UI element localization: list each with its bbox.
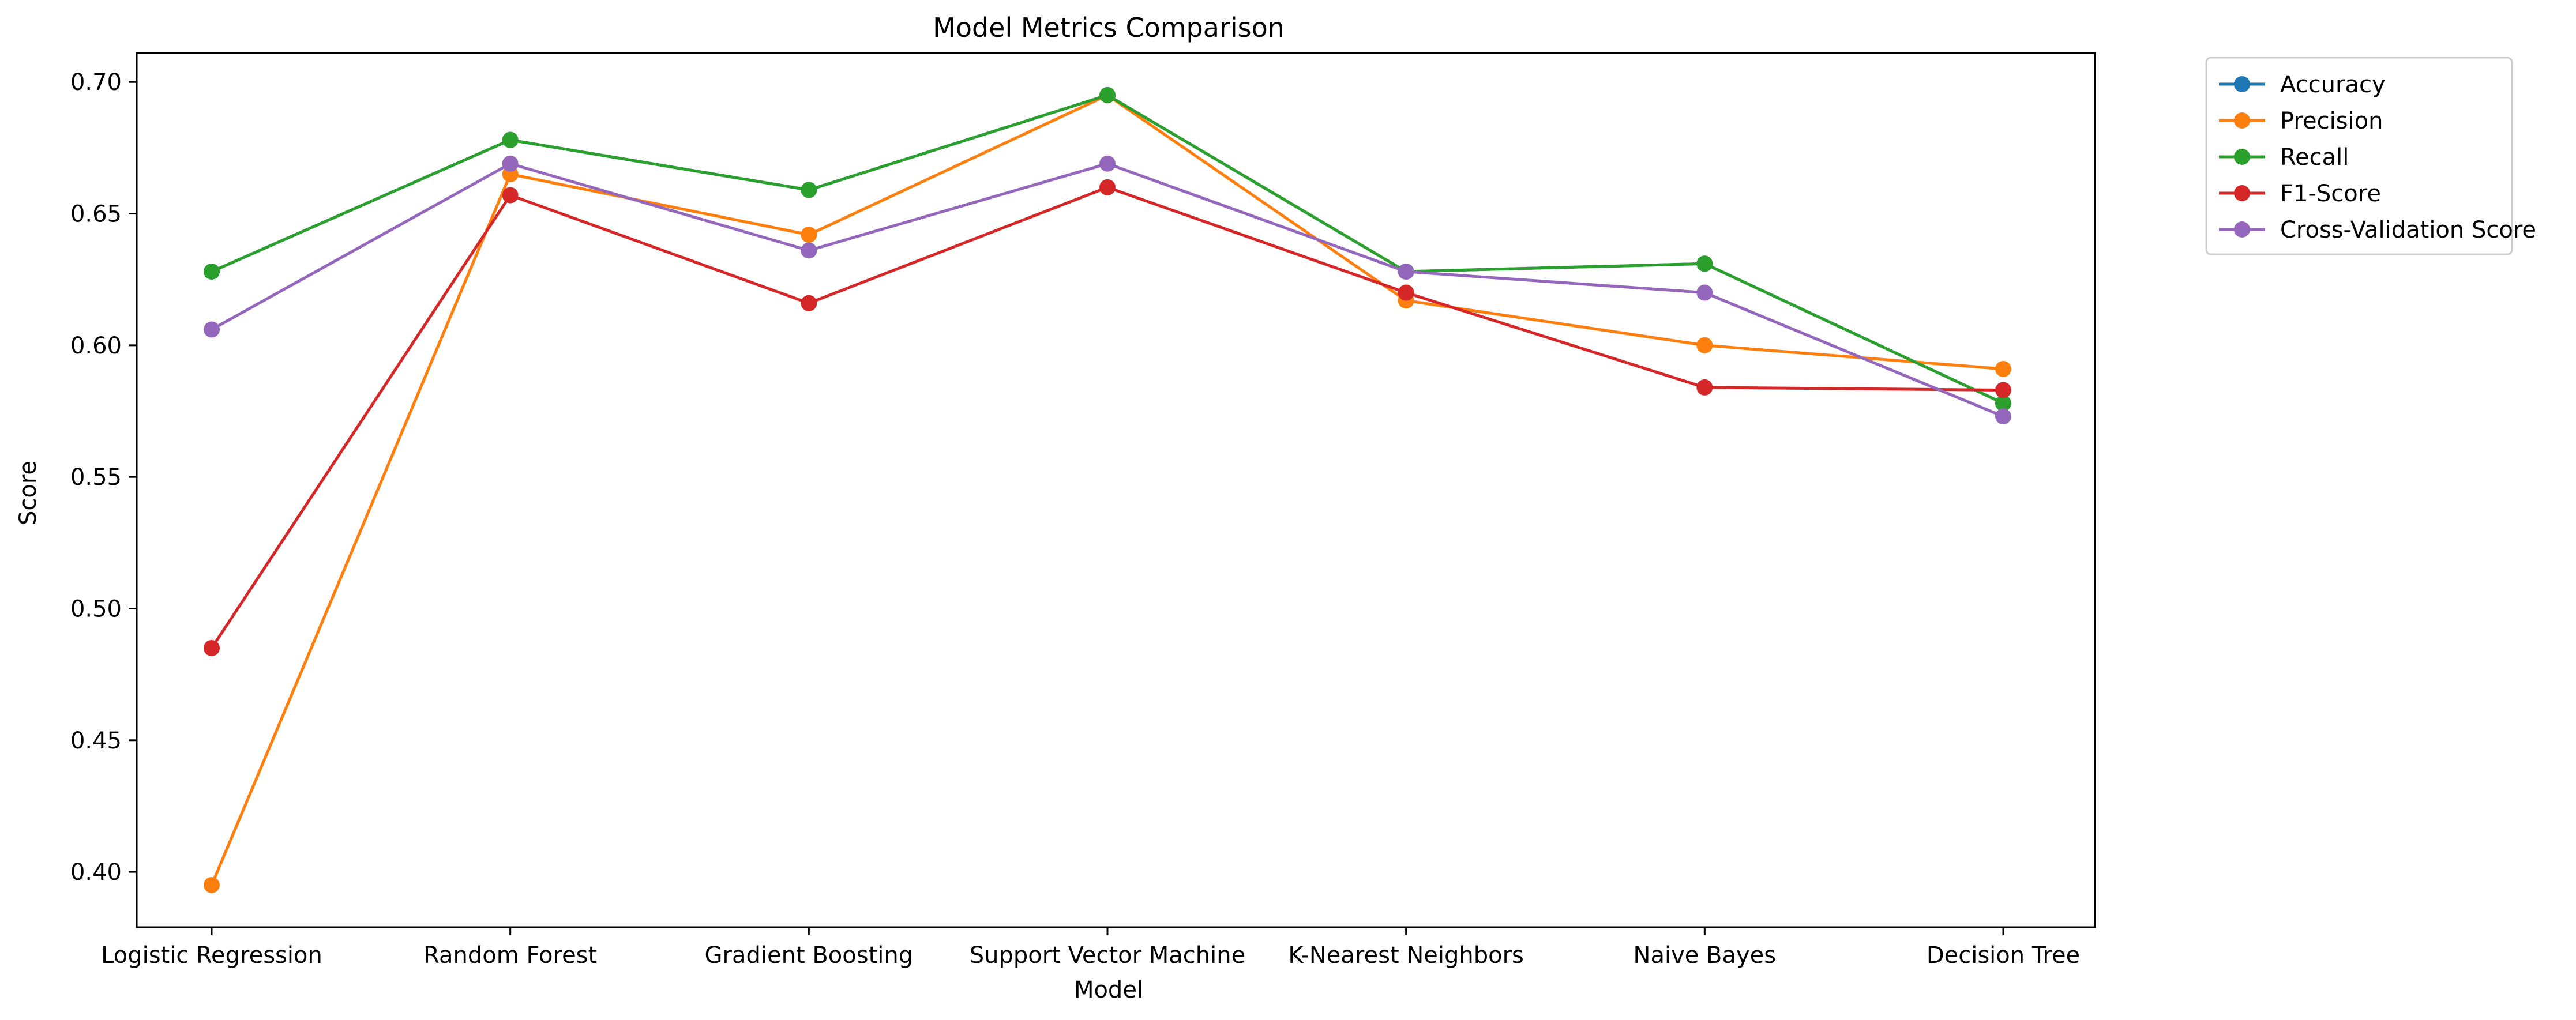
x-tick-label: Gradient Boosting: [705, 942, 914, 969]
data-point: [1099, 155, 1116, 172]
data-point: [1099, 87, 1116, 104]
x-tick-label: Decision Tree: [1927, 942, 2080, 969]
data-point: [204, 321, 220, 338]
x-tick-label: Logistic Regression: [101, 942, 322, 969]
x-tick-label: K-Nearest Neighbors: [1288, 942, 1523, 969]
y-axis-ticks: 0.40 0.45 0.50 0.55 0.60 0.65 0.70: [70, 69, 137, 886]
x-axis-label: Model: [1074, 977, 1143, 1003]
series-layer: [204, 87, 2011, 893]
data-point: [204, 264, 220, 280]
data-point: [1995, 360, 2011, 377]
data-point: [801, 242, 817, 259]
legend-marker: [2234, 76, 2250, 92]
y-tick-label: 0.50: [70, 596, 122, 622]
y-tick-label: 0.40: [70, 859, 122, 886]
data-point: [502, 155, 519, 172]
data-point: [502, 187, 519, 204]
legend-marker: [2234, 112, 2250, 129]
legend-marker: [2234, 185, 2250, 201]
legend-label: Accuracy: [2280, 71, 2386, 98]
y-tick-label: 0.70: [70, 69, 122, 96]
data-point: [1696, 255, 1713, 272]
legend-label: Cross-Validation Score: [2280, 217, 2536, 243]
legend-label: Precision: [2280, 108, 2383, 134]
legend-label: Recall: [2280, 144, 2349, 171]
data-point: [1696, 337, 1713, 353]
x-tick-label: Support Vector Machine: [970, 942, 1245, 969]
data-point: [1099, 179, 1116, 195]
data-point: [204, 876, 220, 893]
legend: Accuracy Precision Recall F1-Score Cross-Val…: [2205, 57, 2536, 255]
data-point: [1995, 382, 2011, 398]
x-axis-ticks: Logistic Regression Random Forest Gradient…: [101, 927, 2080, 969]
legend-marker: [2234, 149, 2250, 165]
data-point: [1696, 379, 1713, 396]
legend-box: [2205, 57, 2513, 255]
legend-marker: [2234, 221, 2250, 238]
x-tick-label: Naive Bayes: [1634, 942, 1777, 969]
data-point: [502, 131, 519, 148]
data-point: [801, 227, 817, 243]
y-tick-label: 0.65: [70, 201, 122, 228]
data-point: [204, 639, 220, 656]
data-point: [1696, 284, 1713, 301]
data-point: [801, 295, 817, 311]
plot-area-frame: [136, 52, 2096, 928]
data-point: [1398, 284, 1414, 301]
y-tick-label: 0.55: [70, 464, 122, 491]
data-point: [801, 182, 817, 198]
chart-title: Model Metrics Comparison: [933, 12, 1285, 43]
series-cross-validation-score: [204, 155, 2011, 425]
y-tick-label: 0.45: [70, 728, 122, 754]
y-tick-label: 0.60: [70, 333, 122, 359]
series-recall: [204, 87, 2011, 412]
data-point: [1398, 264, 1414, 280]
x-tick-label: Random Forest: [423, 942, 597, 969]
legend-label: F1-Score: [2280, 180, 2381, 207]
data-point: [1995, 395, 2011, 412]
series-f1-score: [204, 179, 2011, 656]
y-axis-label: Score: [15, 461, 42, 525]
data-point: [1995, 408, 2011, 425]
